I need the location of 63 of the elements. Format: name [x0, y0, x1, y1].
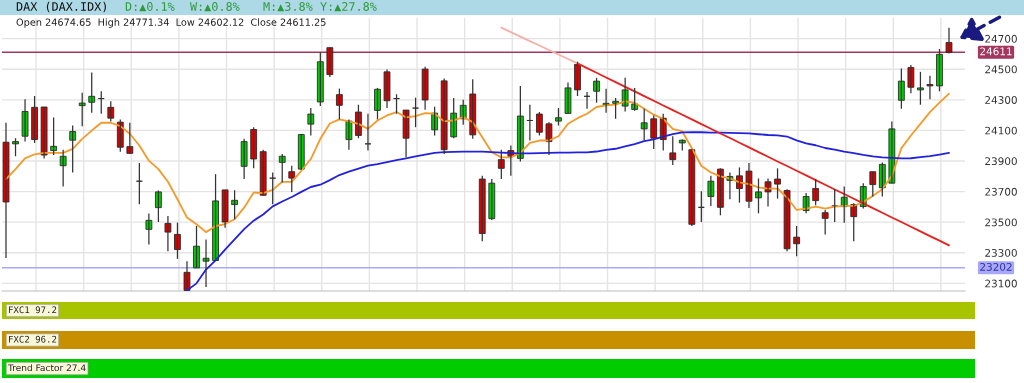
candlestick	[564, 81, 572, 115]
y-tick-label: 24300	[985, 96, 1017, 104]
text: Y:▲27.8%	[320, 2, 377, 12]
candlestick	[269, 171, 277, 205]
y-tick-label: 23100	[985, 279, 1017, 288]
candlestick	[69, 124, 77, 174]
y-tick-label: 23500	[985, 218, 1017, 227]
candlestick	[574, 61, 581, 97]
candlestick	[21, 98, 29, 143]
text: FXC2 96.2	[9, 335, 57, 343]
candlestick	[78, 92, 86, 127]
candlestick	[869, 171, 877, 198]
candlestick	[669, 135, 677, 166]
y-tick-label: 23700	[985, 187, 1017, 196]
candlestick	[755, 177, 762, 214]
ref-line-label: 24611	[980, 47, 1012, 56]
candlestick	[497, 149, 505, 180]
candlestick	[926, 75, 934, 100]
y-tick-label: 24700	[985, 34, 1017, 43]
candlestick	[945, 27, 953, 55]
candlestick	[898, 67, 905, 110]
candlestick	[650, 114, 658, 150]
candlestick	[12, 137, 19, 157]
text: W:▲0.8%	[190, 2, 240, 12]
y-tick-label: 23300	[985, 248, 1017, 257]
y-tick-label: 23900	[985, 157, 1017, 166]
candlestick	[821, 209, 829, 236]
y-tick-label: 24100	[985, 126, 1017, 135]
text: D:▲0.1%	[125, 2, 175, 12]
candlestick	[774, 167, 781, 200]
candlestick	[812, 178, 820, 206]
ref-line-label: 23202	[980, 262, 1012, 271]
candlestick	[412, 97, 419, 128]
candlestick	[593, 77, 600, 104]
candlestick	[936, 48, 943, 92]
text: Trend Factor 27.4	[7, 364, 86, 372]
candlestick	[174, 222, 181, 260]
candlestick	[383, 68, 391, 109]
candlestick	[336, 88, 343, 121]
text: M:▲3.8%	[263, 2, 313, 12]
candlestick	[316, 51, 324, 107]
candlestick	[193, 225, 200, 269]
candlestick	[917, 71, 924, 106]
chart-subtitle: Open 24674.65 High 24771.34 Low 24602.12 Close 24611.25	[16, 18, 326, 28]
candlestick	[221, 189, 229, 229]
candlestick	[307, 107, 315, 137]
text: FXC1 97.2	[9, 306, 57, 314]
candlestick	[202, 238, 210, 288]
line-series	[576, 62, 950, 247]
candlestick	[278, 153, 286, 184]
candlestick	[88, 71, 96, 114]
chart-title: DAX (DAX.IDX)	[16, 1, 106, 13]
candlestick	[478, 175, 486, 242]
y-tick-label: 24500	[985, 65, 1017, 74]
candlestick	[640, 108, 648, 142]
candlestick	[250, 126, 258, 169]
candlestick	[288, 165, 296, 193]
candlestick	[126, 122, 134, 155]
candlestick	[107, 100, 115, 123]
candlestick	[164, 215, 172, 252]
candlestick	[374, 87, 381, 121]
candlestick	[536, 111, 543, 137]
candlestick	[155, 189, 162, 223]
